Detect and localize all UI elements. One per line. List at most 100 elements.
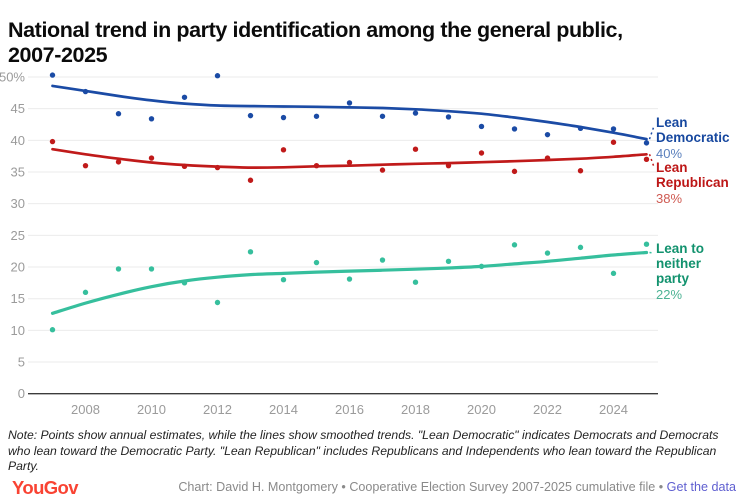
data-point [313,259,320,266]
data-point [181,163,188,170]
y-tick-label: 25 [11,228,25,243]
data-point [214,299,221,306]
data-point [82,289,89,296]
x-tick-label: 2020 [467,402,496,417]
data-point [247,177,254,183]
data-point [544,131,551,138]
trend-line-2 [50,250,649,315]
series-label-neither: Lean to neither party 22% [656,241,718,302]
series-label-republican: Lean Republican 38% [656,160,742,206]
data-point [544,155,551,161]
x-tick-label: 2008 [71,402,100,417]
data-point [511,168,518,175]
data-point [346,276,353,282]
y-tick-label: 20 [11,260,25,275]
x-tick-label: 2014 [269,402,298,417]
x-tick-label: 2018 [401,402,430,417]
data-point [478,263,485,270]
data-point [577,244,584,251]
data-point [280,114,287,121]
data-point [49,138,56,145]
data-point [346,100,353,106]
credit-line: Chart: David H. Montgomery • Cooperative… [178,480,736,494]
x-tick-label: 2012 [203,402,232,417]
data-point [643,241,650,247]
x-tick-label: 2010 [137,402,166,417]
data-point [214,164,221,171]
series-value-republican: 38% [656,191,683,206]
data-point [610,270,617,277]
source-text: Cooperative Election Survey 2007-2025 cu… [349,480,656,494]
data-point [610,126,617,132]
separator-dot: • [337,480,350,494]
data-point [577,125,584,132]
data-point [247,112,254,119]
data-point [577,168,584,174]
data-point [445,162,452,169]
data-point [412,279,419,285]
x-tick-label: 2024 [599,402,628,417]
data-point [115,159,122,165]
data-point [148,266,155,272]
data-point [643,140,650,146]
data-point [115,266,122,272]
x-tick-label: 2016 [335,402,364,417]
data-point [82,88,89,95]
y-tick-label: 40 [11,133,25,148]
data-point [82,162,89,169]
data-point [247,249,254,255]
data-point [643,156,650,163]
data-point [511,126,518,132]
data-point [313,113,320,119]
data-point [445,258,452,265]
data-point [610,139,617,145]
get-the-data-link[interactable]: Get the data [666,480,736,494]
data-point [346,159,353,166]
data-point [181,94,188,100]
data-point [148,116,155,122]
data-point [214,73,221,79]
data-point [511,242,518,248]
data-point [280,147,287,153]
data-point [379,257,386,263]
y-tick-label: 15 [11,291,25,306]
data-point [544,250,551,256]
data-point [478,123,485,130]
leader-line [648,125,655,140]
data-point [280,276,287,283]
data-point [115,111,122,117]
series-label-democratic: Lean Democratic 40% [656,115,742,161]
series-name-neither: Lean to neither party [656,241,705,286]
data-point [478,150,485,156]
series-name-republican: Lean Republican [656,160,729,190]
data-point [445,114,452,120]
chart-title: National trend in party identification a… [8,18,623,68]
data-point [412,110,419,116]
y-tick-label: 0 [18,386,25,401]
footer: YouGov Chart: David H. Montgomery • Coop… [0,474,742,500]
y-tick-label: 10 [11,323,25,338]
data-point [379,167,386,173]
data-point [379,113,386,119]
data-point [148,155,155,161]
data-point [412,146,419,152]
y-tick-label: 50% [0,70,25,85]
data-point [313,162,320,169]
data-point [181,280,188,286]
chart-credit: Chart: David H. Montgomery [178,480,338,494]
x-tick-label: 2022 [533,402,562,417]
series-name-democratic: Lean Democratic [656,115,730,145]
y-tick-label: 45 [11,101,25,116]
trend-line-0 [51,84,648,141]
note-text: Note: Points show annual estimates, whil… [8,428,719,474]
series-value-democratic: 40% [656,146,683,161]
y-tick-label: 30 [11,196,25,211]
leader-line [648,154,655,168]
separator-dot: • [655,480,667,494]
series-value-neither: 22% [656,287,683,302]
data-point [49,72,56,78]
y-tick-label: 5 [18,355,25,370]
yougov-logo: YouGov [12,477,79,498]
